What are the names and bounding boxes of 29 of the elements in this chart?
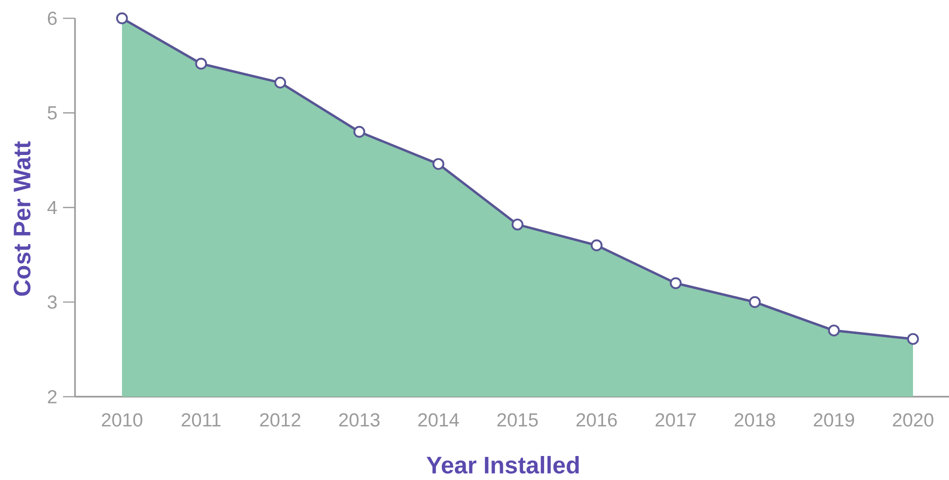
x-tick-label: 2011 [182, 413, 221, 427]
y-tick-label: 2 [48, 390, 57, 404]
point [274, 76, 286, 89]
y-tick-label: 5 [48, 106, 57, 120]
point [195, 58, 208, 70]
point [590, 239, 603, 252]
x-tick-label: 2016 [576, 413, 617, 427]
point [670, 277, 682, 290]
x-tick-label: 2018 [734, 413, 776, 427]
point [512, 218, 524, 230]
y-axis-title: Cost Per Watt [14, 141, 31, 296]
point [353, 126, 366, 138]
x-tick-label: 2012 [260, 413, 300, 427]
x-tick-label: 2014 [418, 413, 459, 427]
y-tick-label: 3 [48, 295, 57, 309]
x-tick-label: 2010 [102, 413, 142, 427]
x-tick-label: 2015 [497, 413, 538, 427]
point [748, 296, 761, 308]
x-tick-label: 2017 [656, 413, 696, 427]
y-tick-label: 6 [48, 12, 57, 25]
x-tick-label: 2020 [892, 413, 934, 427]
point [116, 12, 128, 24]
x-axis-title: Year Installed [426, 456, 579, 474]
y-tick-label: 4 [47, 200, 57, 214]
point [907, 333, 919, 345]
x-tick-label: 2019 [814, 413, 854, 427]
point [828, 324, 840, 336]
point [432, 158, 444, 170]
x-tick-label: 2013 [339, 413, 380, 427]
